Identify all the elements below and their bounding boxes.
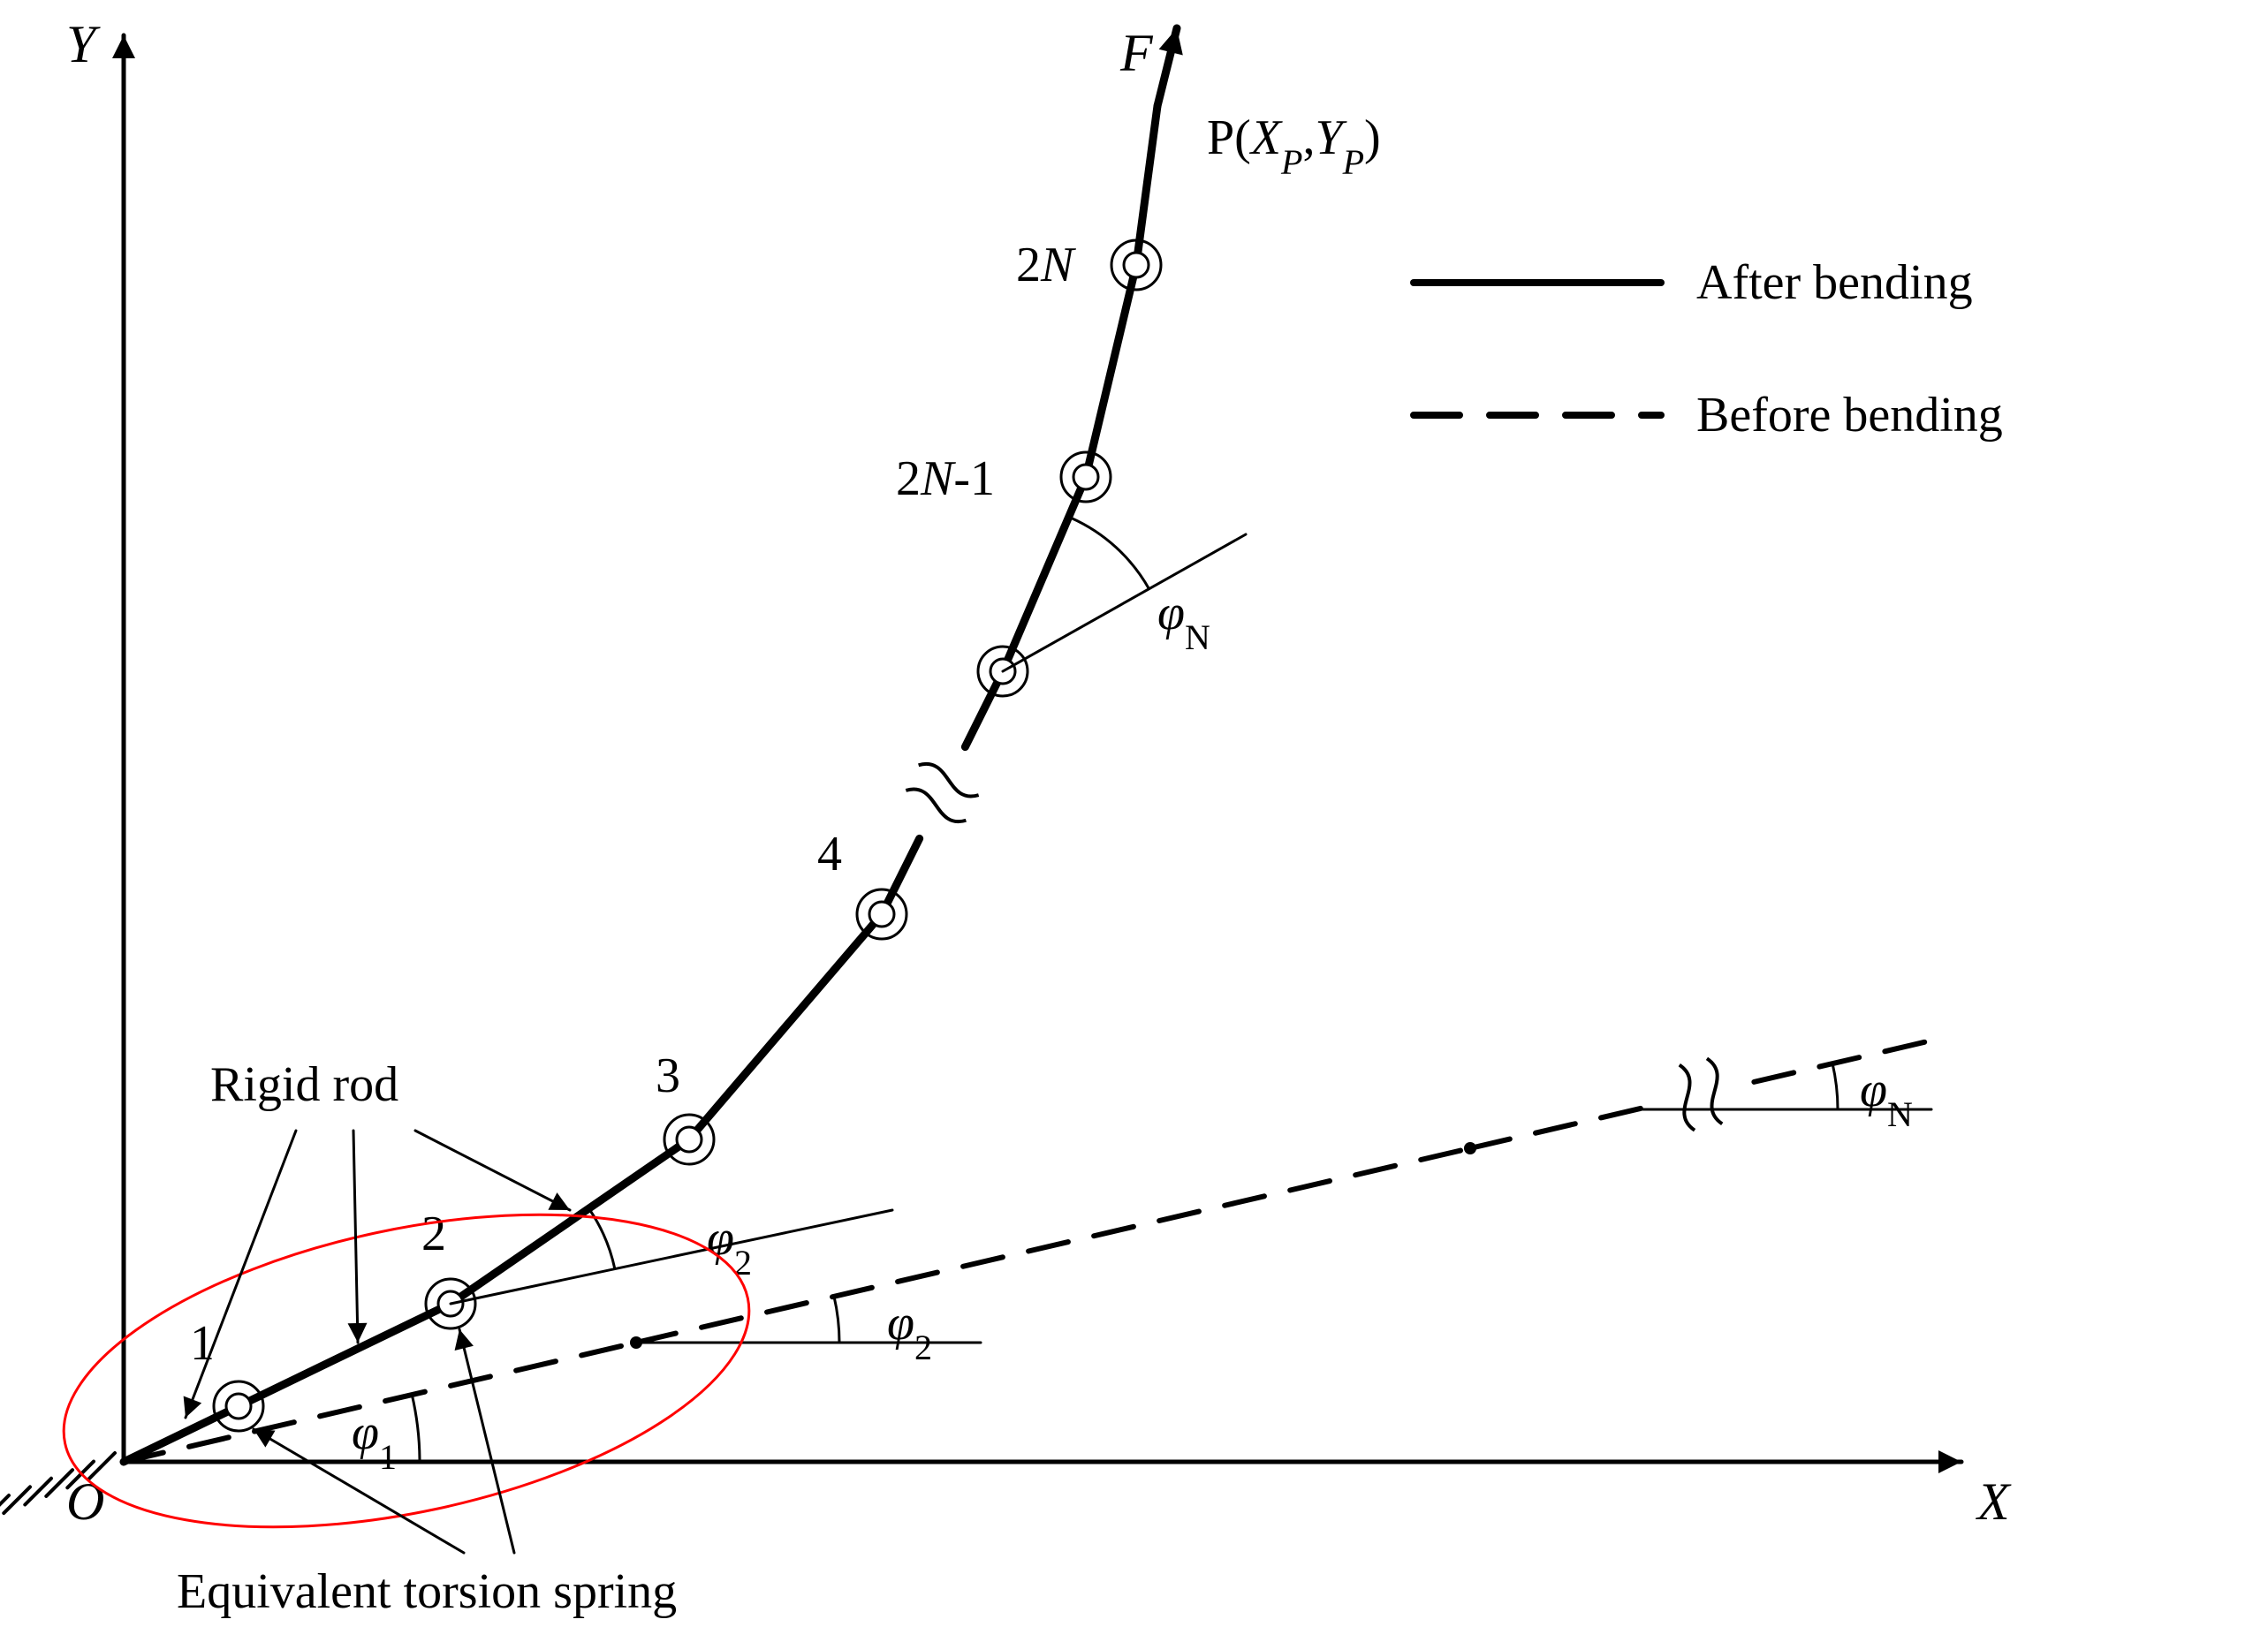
joint-label: 2 [421, 1207, 446, 1261]
joint-label: 1 [190, 1316, 215, 1371]
joint-label: 3 [656, 1048, 680, 1103]
legend-before-text: Before bending [1696, 388, 2003, 443]
force-label: F [1119, 24, 1154, 82]
callout-torsion-spring-text: Equivalent torsion spring [177, 1564, 677, 1619]
origin-label: O [66, 1472, 104, 1531]
legend-after-text: After bending [1696, 255, 1973, 310]
y-axis-label: Y [66, 15, 101, 73]
label-2n-minus-1: 2N-1 [896, 451, 995, 506]
callout-rigid-rod-text: Rigid rod [210, 1057, 398, 1112]
x-axis-label: X [1976, 1472, 2012, 1531]
joint-label: 4 [817, 827, 842, 882]
label-2n: 2N [1016, 238, 1076, 292]
